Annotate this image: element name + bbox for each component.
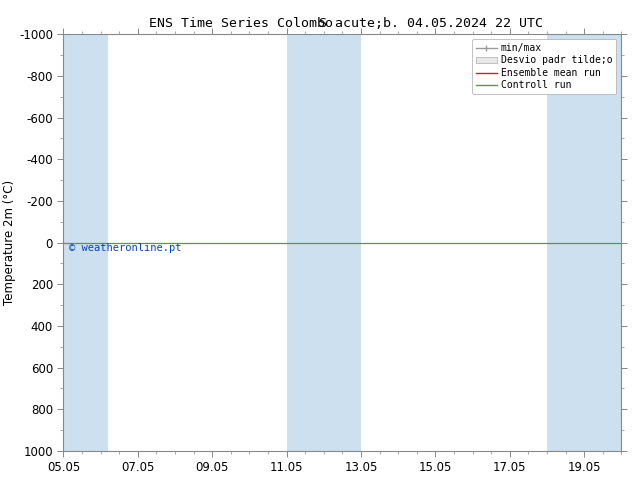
- Bar: [287, 34, 361, 451]
- Bar: [547, 34, 621, 451]
- Text: S acute;b. 04.05.2024 22 UTC: S acute;b. 04.05.2024 22 UTC: [319, 17, 543, 30]
- Text: © weatheronline.pt: © weatheronline.pt: [69, 244, 181, 253]
- Y-axis label: Temperature 2m (°C): Temperature 2m (°C): [3, 180, 16, 305]
- Bar: [63, 34, 108, 451]
- Legend: min/max, Desvio padr tilde;o, Ensemble mean run, Controll run: min/max, Desvio padr tilde;o, Ensemble m…: [472, 39, 616, 94]
- Text: ENS Time Series Colombo: ENS Time Series Colombo: [149, 17, 333, 30]
